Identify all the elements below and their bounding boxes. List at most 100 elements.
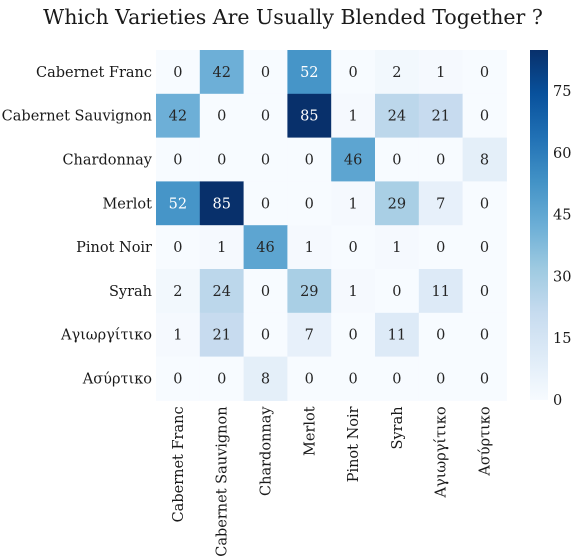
heatmap-cell bbox=[156, 50, 201, 95]
heatmap-cell bbox=[287, 356, 332, 401]
column-tick-label: Αγιωργίτικο bbox=[433, 406, 450, 498]
heatmap-cell bbox=[243, 181, 288, 226]
heatmap-cell bbox=[418, 356, 464, 401]
heatmap-cell bbox=[156, 137, 201, 182]
heatmap-cell bbox=[287, 50, 332, 95]
heatmap-cell bbox=[199, 356, 245, 401]
heatmap-cell bbox=[418, 225, 464, 270]
heatmap-cell bbox=[418, 50, 464, 95]
heatmap-cell bbox=[462, 225, 507, 270]
cell-value-label: 0 bbox=[436, 372, 445, 388]
heatmap-cell bbox=[462, 312, 507, 358]
cell-value-label: 85 bbox=[300, 109, 318, 125]
cell-value-label: 85 bbox=[212, 196, 230, 212]
cell-value-label: 7 bbox=[305, 328, 314, 344]
cell-value-label: 0 bbox=[436, 328, 445, 344]
cell-value-label: 0 bbox=[261, 328, 270, 344]
heatmap-cell bbox=[199, 269, 245, 314]
heatmap-cell bbox=[462, 137, 507, 182]
heatmap-cell bbox=[243, 269, 288, 314]
heatmap-cell bbox=[331, 93, 376, 139]
heatmap-cell bbox=[418, 181, 464, 226]
column-tick-label: Syrah bbox=[390, 406, 406, 449]
heatmap-cell bbox=[156, 312, 201, 358]
cell-value-label: 0 bbox=[480, 196, 489, 212]
cell-value-label: 0 bbox=[480, 109, 489, 125]
heatmap-cell bbox=[375, 50, 420, 95]
heatmap-cell bbox=[199, 312, 245, 358]
cell-value-label: 0 bbox=[173, 372, 182, 388]
cell-value-label: 0 bbox=[436, 240, 445, 256]
cell-value-label: 11 bbox=[431, 284, 449, 300]
heatmap-cell bbox=[418, 312, 464, 358]
chart-title: Which Varieties Are Usually Blended Toge… bbox=[43, 5, 543, 29]
cell-value-label: 29 bbox=[388, 196, 406, 212]
column-labels: Cabernet Franc Cabernet Sauvignon Chardonn… bbox=[171, 406, 494, 556]
cell-value-label: 0 bbox=[480, 328, 489, 344]
cell-value-label: 0 bbox=[480, 65, 489, 81]
heatmap-cell bbox=[375, 356, 420, 401]
cell-value-label: 1 bbox=[173, 328, 182, 344]
cell-value-label: 0 bbox=[436, 153, 445, 169]
heatmap-cell bbox=[375, 181, 420, 226]
cell-value-label: 0 bbox=[480, 372, 489, 388]
row-tick-label: Merlot bbox=[102, 196, 152, 212]
cell-value-label: 24 bbox=[212, 284, 230, 300]
cell-value-label: 0 bbox=[480, 284, 489, 300]
column-tick-label: Merlot bbox=[302, 406, 318, 456]
cell-value-label: 0 bbox=[173, 153, 182, 169]
cell-value-label: 52 bbox=[169, 196, 187, 212]
row-tick-label: Syrah bbox=[109, 284, 152, 300]
column-tick-label: Cabernet Sauvignon bbox=[215, 406, 231, 556]
heatmap-cell bbox=[243, 312, 288, 358]
heatmap-cell bbox=[199, 50, 245, 95]
heatmap-cell bbox=[199, 225, 245, 270]
heatmap-cell bbox=[462, 269, 507, 314]
cell-value-label: 8 bbox=[480, 153, 489, 169]
heatmap-cell bbox=[156, 181, 201, 226]
cell-value-label: 0 bbox=[305, 196, 314, 212]
heatmap-cell bbox=[331, 225, 376, 270]
cell-value-label: 1 bbox=[392, 240, 401, 256]
heatmap-cell bbox=[462, 356, 507, 401]
cell-value-label: 11 bbox=[388, 328, 406, 344]
cell-value-label: 46 bbox=[256, 240, 274, 256]
heatmap-cell bbox=[199, 181, 245, 226]
cell-value-label: 1 bbox=[348, 284, 357, 300]
cell-value-label: 0 bbox=[480, 240, 489, 256]
cell-value-label: 1 bbox=[348, 109, 357, 125]
heatmap-cell bbox=[331, 50, 376, 95]
heatmap-cell bbox=[287, 93, 332, 139]
cell-value-label: 0 bbox=[305, 153, 314, 169]
cell-value-label: 42 bbox=[212, 65, 230, 81]
heatmap-cell bbox=[287, 269, 332, 314]
cell-value-label: 21 bbox=[431, 109, 449, 125]
cell-value-label: 0 bbox=[348, 240, 357, 256]
heatmap-cell bbox=[243, 137, 288, 182]
heatmap-cell bbox=[287, 137, 332, 182]
cell-value-label: 0 bbox=[173, 65, 182, 81]
cell-value-label: 0 bbox=[261, 153, 270, 169]
heatmap-cell bbox=[199, 137, 245, 182]
cell-value-label: 8 bbox=[261, 372, 270, 388]
heatmap-cell bbox=[243, 93, 288, 139]
heatmap-cell bbox=[418, 269, 464, 314]
cell-value-label: 52 bbox=[300, 65, 318, 81]
heatmap-cell bbox=[331, 137, 376, 182]
cell-value-label: 42 bbox=[169, 109, 187, 125]
cell-value-label: 0 bbox=[217, 109, 226, 125]
heatmap-cell bbox=[418, 137, 464, 182]
cell-value-label: 0 bbox=[217, 372, 226, 388]
heatmap-cell bbox=[331, 312, 376, 358]
heatmap-cell bbox=[287, 181, 332, 226]
cell-value-label: 1 bbox=[217, 240, 226, 256]
cell-value-label: 0 bbox=[348, 65, 357, 81]
heatmap-cell bbox=[156, 269, 201, 314]
heatmap-cell bbox=[156, 93, 201, 139]
heatmap-cell bbox=[375, 137, 420, 182]
heatmap-cell bbox=[287, 225, 332, 270]
cell-value-label: 21 bbox=[212, 328, 230, 344]
heatmap-cell bbox=[156, 356, 201, 401]
colorbar-gradient bbox=[530, 50, 548, 400]
